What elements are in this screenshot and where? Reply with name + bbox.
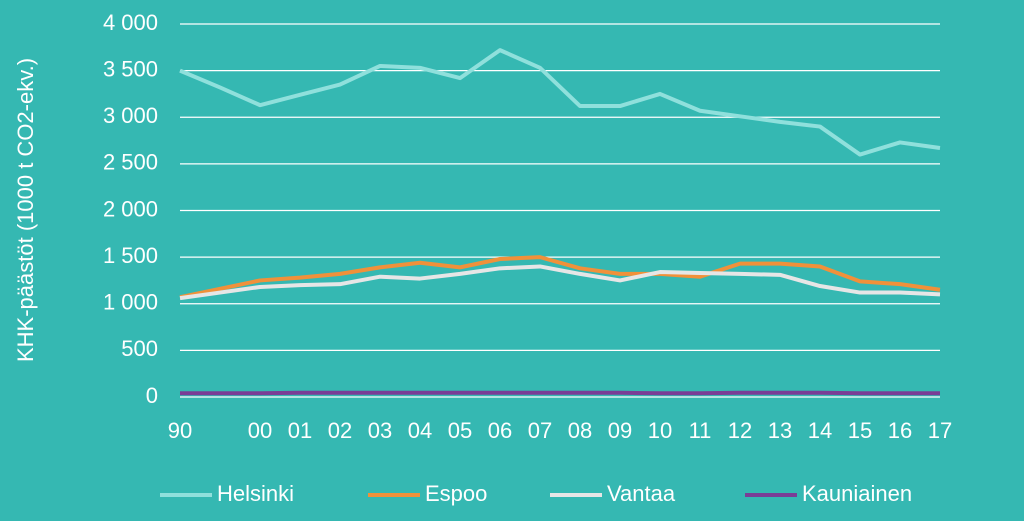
y-tick-label: 3 500 (103, 56, 158, 81)
x-tick-label: 14 (808, 418, 832, 443)
x-tick-label: 07 (528, 418, 552, 443)
x-tick-label: 05 (448, 418, 472, 443)
legend-label: Kauniainen (802, 481, 912, 506)
y-tick-label: 3 000 (103, 103, 158, 128)
y-tick-label: 2 500 (103, 150, 158, 175)
x-tick-label: 03 (368, 418, 392, 443)
x-tick-label: 17 (928, 418, 952, 443)
x-tick-label: 00 (248, 418, 272, 443)
y-tick-label: 1 500 (103, 243, 158, 268)
x-tick-label: 11 (689, 418, 712, 443)
x-tick-label: 08 (568, 418, 592, 443)
y-tick-label: 4 000 (103, 10, 158, 35)
y-tick-label: 500 (121, 336, 158, 361)
series-line (179, 255, 941, 300)
series-line (179, 48, 941, 157)
x-tick-label: 16 (888, 418, 912, 443)
x-tick-label: 02 (328, 418, 352, 443)
legend-label: Helsinki (217, 481, 294, 506)
x-tick-label: 15 (848, 418, 872, 443)
x-tick-label: 12 (728, 418, 752, 443)
x-tick-label: 13 (768, 418, 792, 443)
x-tick-label: 04 (408, 418, 432, 443)
y-tick-label: 0 (146, 383, 158, 408)
x-tick-label: 01 (288, 418, 312, 443)
y-axis-label: KHK-päästöt (1000 t CO2-ekv.) (13, 58, 38, 362)
x-tick-label: 09 (608, 418, 632, 443)
x-tick-label: 90 (168, 418, 192, 443)
x-tick-label: 06 (488, 418, 512, 443)
legend-label: Espoo (425, 481, 487, 506)
y-tick-label: 2 000 (103, 196, 158, 221)
series-line (179, 264, 941, 301)
x-tick-label: 10 (648, 418, 672, 443)
legend-label: Vantaa (607, 481, 676, 506)
y-tick-label: 1 000 (103, 290, 158, 315)
